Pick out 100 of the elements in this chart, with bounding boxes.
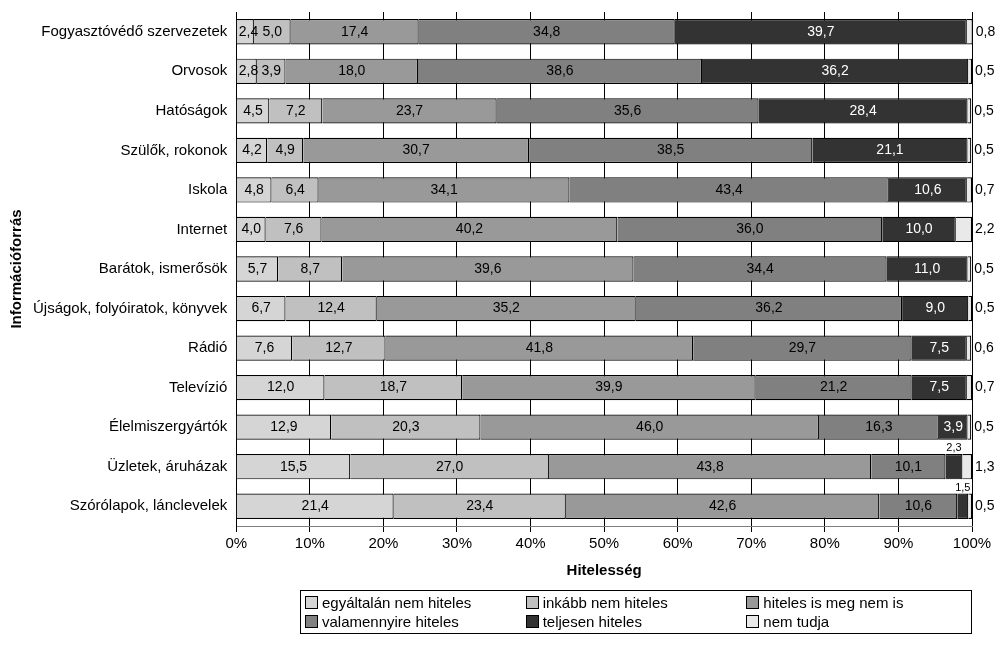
data-label: 0,6 xyxy=(974,338,994,355)
data-label: 23,4 xyxy=(466,497,494,514)
data-label: 17,4 xyxy=(341,22,369,39)
data-label: 18,7 xyxy=(379,378,408,395)
data-label: 43,4 xyxy=(715,180,744,197)
data-label: 30,7 xyxy=(402,141,430,158)
data-label: 27,0 xyxy=(435,457,464,474)
data-label: 34,1 xyxy=(430,180,458,197)
data-label: 5,0 xyxy=(262,22,283,39)
y-tick-label: Internet xyxy=(176,219,229,237)
y-axis-title: Információforrás xyxy=(7,209,25,329)
y-tick-label: Szülők, rokonok xyxy=(120,140,228,158)
data-label: 6,4 xyxy=(285,180,306,197)
data-label: 11,0 xyxy=(914,259,941,276)
x-tick-label: 70% xyxy=(736,534,767,552)
data-label: 7,6 xyxy=(283,220,304,237)
y-tick-label: Fogyasztóvédő szervezetek xyxy=(41,21,228,39)
legend-label: hiteles is meg nem is xyxy=(763,594,904,611)
data-label: 20,3 xyxy=(392,418,420,435)
x-tick-label: 60% xyxy=(662,534,693,552)
data-label: 15,5 xyxy=(279,457,308,474)
data-label: 3,9 xyxy=(261,62,282,79)
data-label: 4,2 xyxy=(242,141,262,158)
legend-label: valamennyire hiteles xyxy=(322,613,459,630)
legend-label: egyáltalán nem hiteles xyxy=(322,594,472,611)
x-axis-title: Hitelesség xyxy=(566,561,642,579)
x-tick-label: 40% xyxy=(515,534,546,552)
legend-label: nem tudja xyxy=(763,613,830,630)
x-tick-label: 100% xyxy=(952,534,992,552)
data-label: 38,5 xyxy=(657,141,685,158)
data-label: 10,0 xyxy=(905,220,933,237)
data-label: 4,8 xyxy=(244,180,265,197)
data-label: 35,6 xyxy=(614,101,642,118)
data-label: 12,4 xyxy=(317,299,345,316)
data-label: 21,2 xyxy=(820,378,848,395)
data-label: 7,2 xyxy=(286,101,306,118)
data-label: 0,5 xyxy=(975,299,995,316)
data-label: 4,5 xyxy=(243,101,263,118)
data-label: 0,5 xyxy=(974,259,994,276)
data-label: 16,3 xyxy=(865,418,893,435)
x-tick-label: 30% xyxy=(441,534,472,552)
data-label: 35,2 xyxy=(492,299,521,316)
y-tick-label: Televízió xyxy=(168,377,228,395)
data-label: 0,5 xyxy=(975,497,995,514)
data-label: 18,0 xyxy=(338,62,366,79)
data-label: 7,5 xyxy=(929,378,950,395)
x-tick-label: 10% xyxy=(294,534,325,552)
data-label: 41,8 xyxy=(525,338,554,355)
data-label: 5,7 xyxy=(247,259,268,276)
data-label: 7,6 xyxy=(254,338,275,355)
data-label: 1,3 xyxy=(975,457,995,474)
data-label: 10,6 xyxy=(904,497,933,514)
data-label: 2,2 xyxy=(975,220,995,237)
y-tick-label: Barátok, ismerősök xyxy=(98,259,228,277)
data-label: 0,5 xyxy=(974,141,994,158)
data-label: 8,7 xyxy=(300,259,321,276)
data-label: 1,5 xyxy=(955,480,971,493)
y-tick-label: Iskola xyxy=(188,180,228,198)
data-label: 23,7 xyxy=(395,101,424,118)
data-label: 10,1 xyxy=(894,457,923,474)
data-label: 28,4 xyxy=(849,101,877,118)
data-label: 36,2 xyxy=(755,299,783,316)
data-label: 12,0 xyxy=(267,378,295,395)
y-tick-label: Újságok, folyóiratok, könyvek xyxy=(32,298,228,316)
data-label: 0,8 xyxy=(975,22,996,39)
data-label: 43,8 xyxy=(696,457,724,474)
data-label: 7,5 xyxy=(929,338,950,355)
data-label: 12,7 xyxy=(325,338,353,355)
y-tick-label: Üzletek, áruházak xyxy=(107,456,228,474)
y-tick-label: Élelmiszergyártók xyxy=(108,417,228,435)
data-label: 12,9 xyxy=(270,418,298,435)
data-label: 21,1 xyxy=(876,141,904,158)
data-label: 3,9 xyxy=(943,418,964,435)
x-tick-label: 50% xyxy=(589,534,620,552)
y-tick-label: Orvosok xyxy=(171,61,228,79)
legend-label: teljesen hiteles xyxy=(542,613,642,630)
data-label: 0,5 xyxy=(975,62,995,79)
data-label: 39,6 xyxy=(474,259,502,276)
data-label: 9,0 xyxy=(925,299,946,316)
data-label: 42,6 xyxy=(708,497,737,514)
x-tick-label: 20% xyxy=(368,534,399,552)
y-tick-label: Szórólapok, lánclevelek xyxy=(69,496,228,514)
data-label: 38,6 xyxy=(546,62,574,79)
data-label: 4,9 xyxy=(275,141,296,158)
data-label: 4,0 xyxy=(241,220,262,237)
y-tick-label: Rádió xyxy=(188,338,228,356)
data-label: 0,5 xyxy=(974,418,994,435)
data-label: 39,7 xyxy=(807,22,835,39)
data-label: 46,0 xyxy=(636,418,664,435)
data-label: 36,2 xyxy=(821,62,849,79)
data-label: 29,7 xyxy=(788,338,817,355)
x-tick-label: 80% xyxy=(809,534,840,552)
data-label: 0,5 xyxy=(974,101,994,118)
data-label: 6,7 xyxy=(251,299,272,316)
legend-label: inkább nem hiteles xyxy=(542,594,668,611)
x-tick-label: 0% xyxy=(225,534,248,552)
data-label: 34,4 xyxy=(746,259,774,276)
data-label: 40,2 xyxy=(455,220,484,237)
y-tick-label: Hatóságok xyxy=(155,100,228,118)
data-label: 39,9 xyxy=(595,378,623,395)
